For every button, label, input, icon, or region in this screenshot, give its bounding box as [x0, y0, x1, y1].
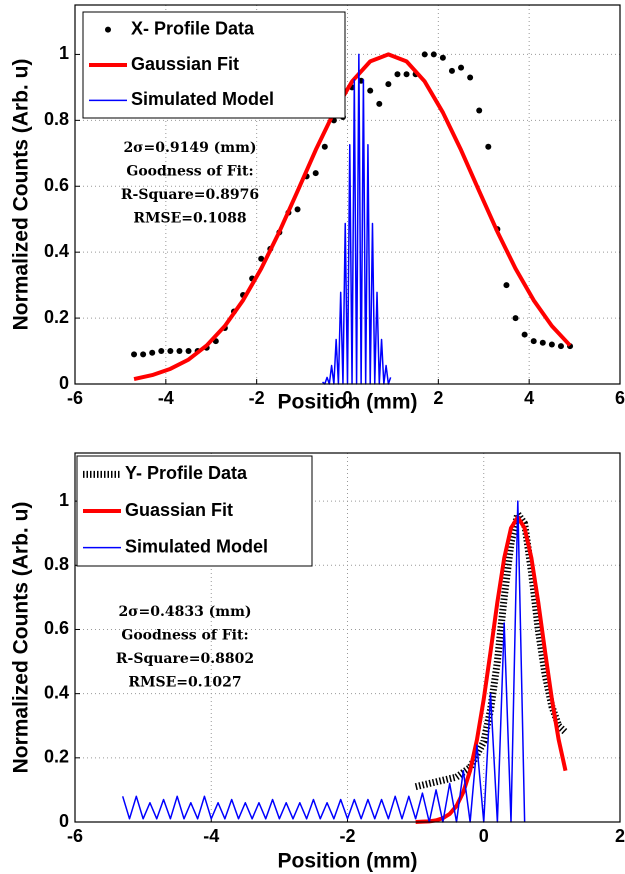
legend-label: Y- Profile Data [125, 463, 248, 483]
data-point [476, 107, 483, 114]
series-line [414, 510, 568, 791]
annotation: Goodness of Fit: [126, 164, 253, 180]
plot-frame [74, 452, 621, 823]
data-point [458, 64, 465, 71]
legend-label: Simulated Model [131, 89, 274, 109]
x-tick-label: 0 [479, 826, 489, 846]
annotation: R-Square=0.8802 [116, 651, 254, 667]
annotation: RMSE=0.1088 [133, 211, 246, 227]
annotation: 2σ=0.4833 (mm) [118, 604, 251, 620]
data-point [321, 143, 328, 150]
x-tick-label: -6 [67, 388, 83, 408]
x-tick-label: 0 [342, 388, 352, 408]
subplot: -6 -4 -2 0 2 4 6 0 0.2 0.4 0.6 0.8 1 Position (mm) Nor… [10, 4, 625, 414]
annotation: RMSE=0.1027 [128, 675, 241, 691]
y-axis-label: Normalized Counts (Arb. u) [10, 502, 33, 774]
y-tick-label: 0.6 [44, 618, 69, 638]
data-point [131, 351, 138, 358]
y-tick-label: 0.8 [44, 109, 69, 129]
data-point [185, 348, 192, 355]
x-tick-label: 2 [615, 826, 625, 846]
data-point [485, 143, 492, 150]
y-tick-label: 0.4 [44, 682, 69, 702]
x-tick-label: -4 [203, 826, 219, 846]
data-point [512, 315, 519, 322]
x-tick-label: 4 [524, 388, 534, 408]
data-point [167, 348, 174, 355]
x-tick-label: -6 [67, 826, 83, 846]
data-point [439, 54, 446, 61]
data-point [394, 71, 401, 78]
x-tick-label: 2 [433, 388, 443, 408]
data-point [448, 67, 455, 74]
x-axis-label: Position (mm) [278, 391, 418, 414]
series-line [121, 500, 526, 823]
legend-label: Guassian Fit [125, 500, 233, 520]
data-point [258, 255, 265, 262]
data-point [149, 349, 156, 356]
data-point [176, 348, 183, 355]
y-tick-label: 0.8 [44, 554, 69, 574]
data-point [539, 339, 546, 346]
x-axis-label: Position (mm) [278, 850, 418, 873]
y-tick-label: 1 [59, 490, 69, 510]
data-point [548, 341, 555, 348]
data-point [367, 87, 374, 94]
y-tick-label: 0 [59, 811, 69, 831]
legend-label: Gaussian Fit [131, 54, 239, 74]
y-axis-label: Normalized Counts (Arb. u) [10, 59, 33, 331]
series-line [415, 515, 568, 824]
annotation: 2σ=0.9149 (mm) [123, 140, 256, 156]
subplot: -6 -4 -2 0 2 0 0.2 0.4 0.6 0.8 1 Position (mm) Norma… [10, 452, 625, 873]
data-point [430, 51, 437, 58]
y-tick-label: 0.6 [44, 175, 69, 195]
data-point [294, 206, 301, 213]
series-line [133, 52, 572, 382]
data-point [403, 71, 410, 78]
data-point [376, 100, 383, 107]
annotation: Goodness of Fit: [121, 628, 248, 644]
plot-frame [74, 4, 621, 385]
y-tick-label: 0 [59, 373, 69, 393]
data-point [158, 348, 165, 355]
legend-label: X- Profile Data [131, 18, 255, 38]
y-tick-label: 0.2 [44, 747, 69, 767]
x-tick-label: -2 [339, 826, 355, 846]
x-tick-label: 6 [615, 388, 625, 408]
data-point [140, 351, 147, 358]
y-tick-label: 0.4 [44, 241, 69, 261]
data-point [521, 331, 528, 338]
data-point [557, 343, 564, 350]
data-point [530, 338, 537, 345]
y-tick-label: 0.2 [44, 307, 69, 327]
legend-label: Simulated Model [125, 536, 268, 556]
data-point [467, 74, 474, 81]
legend-marker [105, 26, 111, 33]
data-point [421, 51, 428, 58]
x-tick-label: -2 [249, 388, 265, 408]
annotation: R-Square=0.8976 [121, 187, 259, 203]
y-tick-label: 1 [59, 43, 69, 63]
data-point [503, 282, 510, 289]
data-point [385, 81, 392, 88]
x-tick-label: -4 [158, 388, 174, 408]
data-point [312, 170, 319, 177]
